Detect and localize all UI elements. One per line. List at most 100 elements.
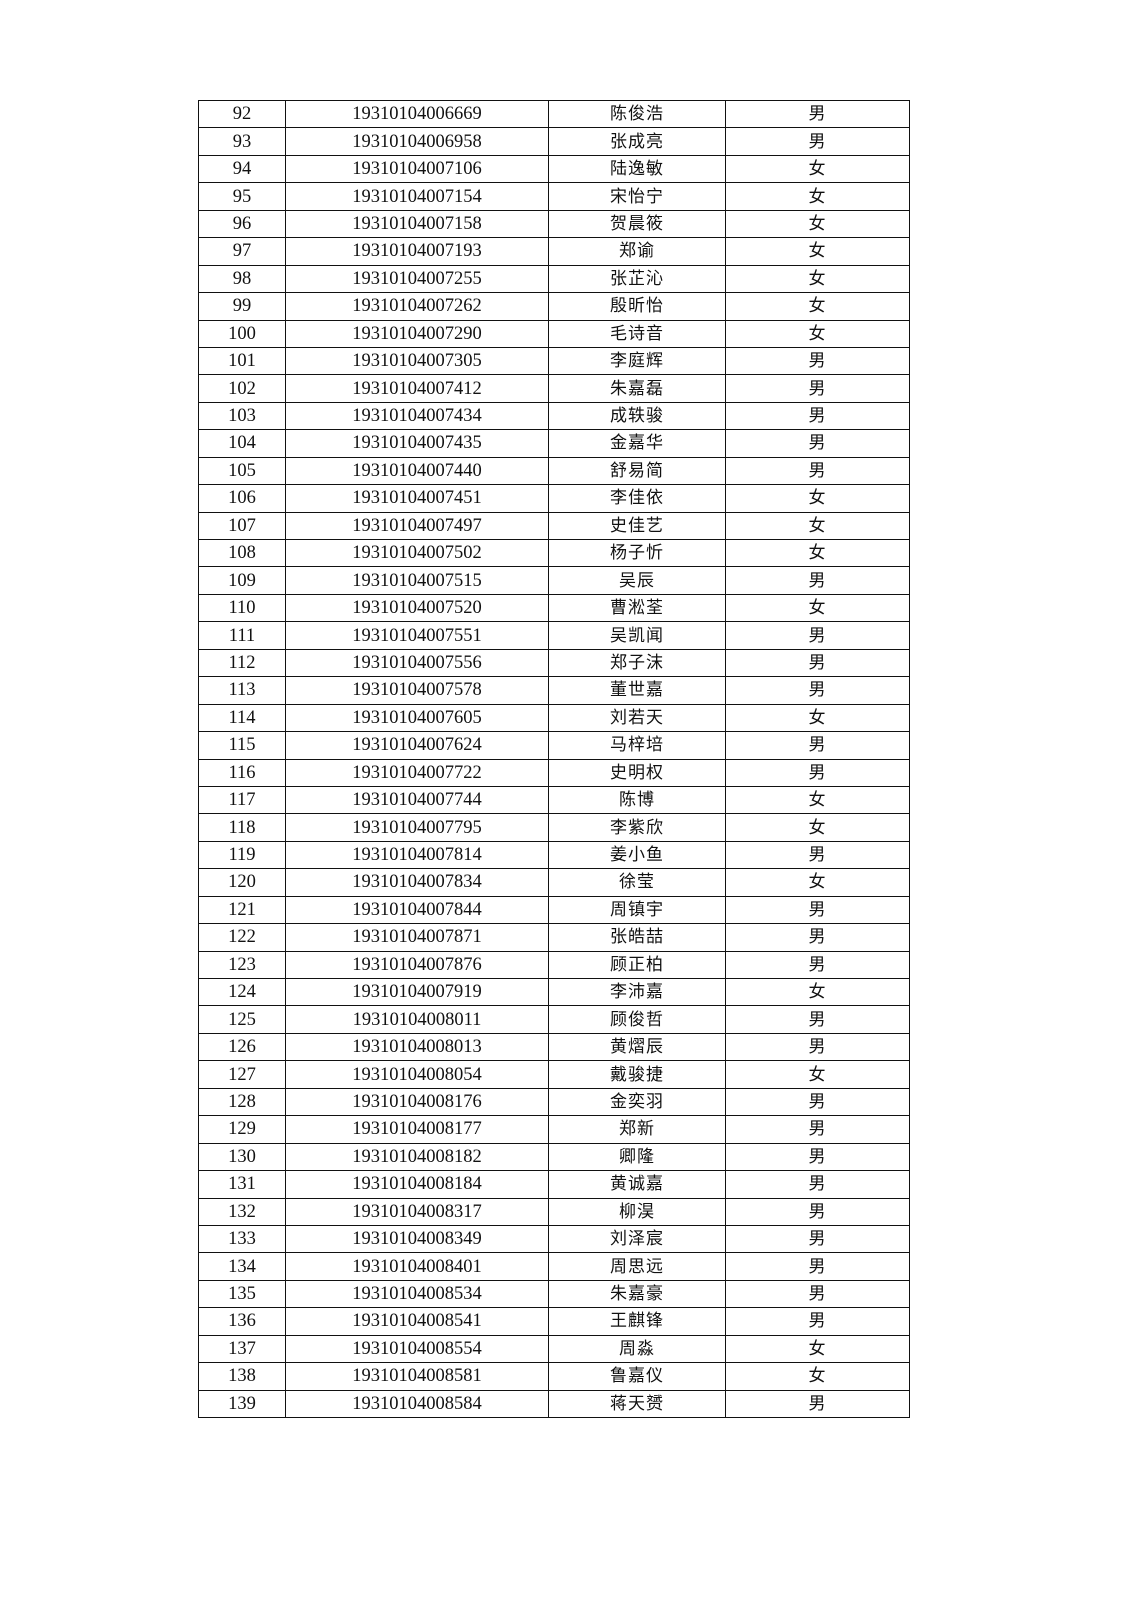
index-cell: 125 [198, 1005, 286, 1034]
name-cell: 贺晨筱 [548, 209, 726, 239]
index-cell: 102 [198, 374, 286, 403]
name-cell: 史明权 [548, 758, 726, 787]
gender-cell: 男 [725, 895, 910, 925]
student-id-cell: 19310104008541 [285, 1307, 549, 1336]
index-cell: 120 [198, 868, 286, 897]
student-id-cell: 19310104007871 [285, 923, 549, 952]
student-id-cell: 19310104008182 [285, 1142, 549, 1172]
table-row: 135 19310104008534 朱嘉豪男 [198, 1279, 910, 1309]
table-row: 103 19310104007434 成轶骏男 [198, 401, 910, 431]
gender-cell: 男 [725, 1115, 910, 1144]
student-id-cell: 19310104007844 [285, 895, 549, 925]
table-row: 112 19310104007556 郑子沫男 [198, 648, 910, 678]
gender-cell: 女 [725, 319, 910, 348]
table-row: 136 19310104008541 王麒锋男 [198, 1307, 910, 1336]
gender-cell: 男 [725, 1032, 910, 1062]
name-cell: 朱嘉磊 [548, 374, 726, 403]
index-cell: 129 [198, 1115, 286, 1144]
table-row: 113 19310104007578 董世嘉男 [198, 676, 910, 705]
gender-cell: 男 [725, 648, 910, 678]
index-cell: 131 [198, 1170, 286, 1199]
gender-cell: 男 [725, 1170, 910, 1199]
index-cell: 127 [198, 1060, 286, 1089]
gender-cell: 男 [725, 374, 910, 403]
table-row: 97 19310104007193 郑谕女 [198, 237, 910, 266]
student-id-cell: 19310104007578 [285, 676, 549, 705]
table-row: 132 19310104008317 柳淏男 [198, 1197, 910, 1226]
name-cell: 徐莹 [548, 868, 726, 897]
student-roster-table: 92 19310104006669 陈俊浩男 93 19310104006958 张成亮男… [198, 99, 910, 1419]
gender-cell: 男 [725, 99, 910, 129]
student-id-cell: 19310104008317 [285, 1197, 549, 1226]
index-cell: 108 [198, 538, 286, 568]
student-id-cell: 19310104007412 [285, 374, 549, 403]
index-cell: 110 [198, 593, 286, 623]
index-cell: 136 [198, 1307, 286, 1336]
name-cell: 黄诚嘉 [548, 1170, 726, 1199]
name-cell: 郑新 [548, 1115, 726, 1144]
table-row: 124 19310104007919 李沛嘉女 [198, 977, 910, 1007]
name-cell: 刘若天 [548, 703, 726, 733]
index-cell: 119 [198, 840, 286, 870]
gender-cell: 男 [725, 758, 910, 787]
table-row: 117 19310104007744 陈博女 [198, 785, 910, 815]
table-row: 130 19310104008182 卿隆男 [198, 1142, 910, 1172]
table-row: 108 19310104007502 杨子忻女 [198, 538, 910, 568]
roster-body: 92 19310104006669 陈俊浩男 93 19310104006958 张成亮男… [198, 99, 910, 1419]
table-row: 139 19310104008584 蒋天赟男 [198, 1389, 910, 1419]
table-row: 94 19310104007106 陆逸敏女 [198, 154, 910, 184]
gender-cell: 女 [725, 703, 910, 733]
table-row: 122 19310104007871 张皓喆男 [198, 923, 910, 952]
table-row: 126 19310104008013 黄熠辰男 [198, 1032, 910, 1062]
gender-cell: 女 [725, 1060, 910, 1089]
name-cell: 金奕羽 [548, 1087, 726, 1117]
gender-cell: 男 [725, 1197, 910, 1226]
table-row: 133 19310104008349 刘泽宸男 [198, 1224, 910, 1254]
table-row: 101 19310104007305 李庭辉男 [198, 346, 910, 376]
table-row: 129 19310104008177 郑新男 [198, 1115, 910, 1144]
index-cell: 94 [198, 154, 286, 184]
gender-cell: 男 [725, 1224, 910, 1254]
gender-cell: 男 [725, 401, 910, 431]
name-cell: 周淼 [548, 1334, 726, 1364]
name-cell: 郑子沫 [548, 648, 726, 678]
gender-cell: 女 [725, 1362, 910, 1391]
name-cell: 李庭辉 [548, 346, 726, 376]
student-id-cell: 19310104007744 [285, 785, 549, 815]
index-cell: 98 [198, 264, 286, 294]
gender-cell: 男 [725, 429, 910, 458]
gender-cell: 男 [725, 1307, 910, 1336]
name-cell: 郑谕 [548, 237, 726, 266]
name-cell: 王麒锋 [548, 1307, 726, 1336]
gender-cell: 男 [725, 621, 910, 650]
name-cell: 董世嘉 [548, 676, 726, 705]
name-cell: 金嘉华 [548, 429, 726, 458]
index-cell: 109 [198, 566, 286, 595]
gender-cell: 女 [725, 237, 910, 266]
gender-cell: 男 [725, 731, 910, 760]
student-id-cell: 19310104007262 [285, 292, 549, 321]
student-id-cell: 19310104007435 [285, 429, 549, 458]
table-row: 134 19310104008401 周思远男 [198, 1252, 910, 1281]
student-id-cell: 19310104007451 [285, 484, 549, 513]
index-cell: 114 [198, 703, 286, 733]
student-id-cell: 19310104007440 [285, 456, 549, 486]
student-id-cell: 19310104007834 [285, 868, 549, 897]
name-cell: 张芷沁 [548, 264, 726, 294]
gender-cell: 女 [725, 264, 910, 294]
gender-cell: 女 [725, 785, 910, 815]
index-cell: 101 [198, 346, 286, 376]
table-row: 106 19310104007451 李佳依女 [198, 484, 910, 513]
student-id-cell: 19310104007497 [285, 511, 549, 541]
student-id-cell: 19310104007814 [285, 840, 549, 870]
gender-cell: 男 [725, 1389, 910, 1419]
index-cell: 103 [198, 401, 286, 431]
student-id-cell: 19310104008401 [285, 1252, 549, 1281]
index-cell: 97 [198, 237, 286, 266]
name-cell: 张皓喆 [548, 923, 726, 952]
table-row: 100 19310104007290 毛诗音女 [198, 319, 910, 348]
table-row: 118 19310104007795 李紫欣女 [198, 813, 910, 842]
name-cell: 宋怡宁 [548, 182, 726, 211]
table-row: 137 19310104008554 周淼女 [198, 1334, 910, 1364]
student-id-cell: 19310104007106 [285, 154, 549, 184]
